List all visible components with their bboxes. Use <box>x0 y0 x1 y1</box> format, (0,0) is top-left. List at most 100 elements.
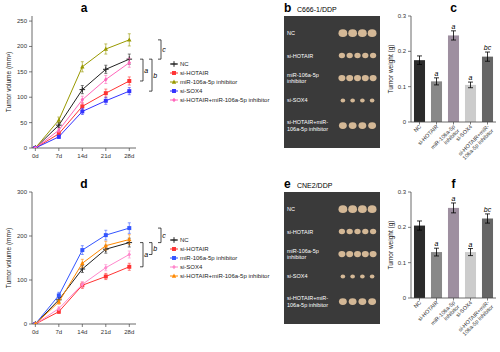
x-tick-label: 7d <box>55 153 62 159</box>
tumor <box>339 122 347 129</box>
error-bar <box>451 31 456 40</box>
legend-label: si-HOTAIR+miR-106a-5p inhibitor <box>180 273 269 279</box>
x-tick-label: 21d <box>101 329 111 335</box>
error-bar <box>81 62 84 72</box>
tumor <box>362 75 369 81</box>
error-bar <box>104 230 107 240</box>
x-tick-label: 14d <box>77 329 87 335</box>
plot-area <box>414 203 493 298</box>
tumor <box>354 229 360 234</box>
marker <box>80 104 84 108</box>
bar <box>414 60 425 122</box>
error-cap <box>451 30 456 31</box>
error-cap <box>128 222 131 223</box>
error-bar <box>104 89 107 97</box>
error-bar <box>128 34 131 46</box>
bracket-arm <box>158 228 161 229</box>
x-tick <box>58 324 59 327</box>
marker <box>104 265 108 269</box>
marker <box>104 47 108 51</box>
error-stem <box>436 78 437 85</box>
panel-title: c <box>450 1 457 15</box>
error-bar <box>417 56 422 64</box>
error-cap <box>417 55 422 56</box>
legend-label: si-SOX4 <box>180 88 203 94</box>
bracket-arm <box>158 59 161 60</box>
error-bar <box>57 292 60 298</box>
y-tick-label: 0.3 <box>398 13 407 19</box>
photo-panel: eCNE2/DDPNCsi-HOTAIRmiR-106a-5pinhibitor… <box>284 177 380 324</box>
error-cap <box>104 253 107 254</box>
y-tick <box>408 192 411 193</box>
y-tick <box>29 21 32 22</box>
bracket-arm <box>149 242 152 243</box>
label-line: si-HOTAIR+miR- <box>287 295 328 301</box>
x-tick <box>487 122 488 125</box>
bar-annotation: a <box>469 241 473 248</box>
error-stem <box>58 123 59 128</box>
error-cap <box>128 234 131 235</box>
y-tick <box>29 280 32 281</box>
tumor <box>368 205 377 213</box>
bracket-arm <box>149 59 152 60</box>
x-tick-label: NC <box>412 299 422 309</box>
marker <box>81 282 85 286</box>
error-cap <box>128 263 131 264</box>
marker <box>104 99 108 103</box>
error-cap <box>104 264 107 265</box>
x-tick <box>470 122 471 125</box>
marker <box>57 135 61 139</box>
bracket: b <box>149 243 157 255</box>
error-bar <box>128 263 131 270</box>
tumor <box>354 75 361 81</box>
marker <box>127 237 131 241</box>
y-axis-label: Tumor volume (mm³) <box>5 52 13 112</box>
bracket: c <box>158 228 166 243</box>
tumor <box>339 53 345 58</box>
legend-label: si-SOX4 <box>180 264 203 270</box>
error-cap <box>104 239 107 240</box>
error-stem <box>487 214 488 223</box>
label-line: NC <box>287 206 295 212</box>
bracket-label: c <box>162 232 166 239</box>
error-cap <box>104 83 107 84</box>
error-cap <box>81 259 84 260</box>
error-cap <box>468 82 473 83</box>
y-tick <box>408 51 411 52</box>
error-stem <box>419 221 420 230</box>
y-tick-label: 0 <box>403 295 407 301</box>
label-line: si-SOX4 <box>287 273 307 279</box>
legend-label: si-HOTAIR+miR-106a-5p inhibitor <box>180 97 269 103</box>
tumor <box>354 251 361 257</box>
bar <box>431 252 442 298</box>
error-cap <box>128 244 131 245</box>
legend-label: si-HOTAIR <box>180 246 209 252</box>
tumor <box>338 205 347 213</box>
y-axis-line <box>32 192 33 324</box>
error-cap <box>451 202 456 203</box>
legend-marker <box>172 98 176 102</box>
x-tick-label: si-HOTAIR+miR-106a-5p inhibitor <box>457 299 495 337</box>
tumor <box>341 98 346 102</box>
error-cap <box>104 54 107 55</box>
bar <box>448 35 459 122</box>
error-cap <box>434 255 439 256</box>
bar <box>465 252 476 298</box>
error-bar <box>468 249 473 256</box>
label-line: 106a-5p inhibitor <box>461 304 494 337</box>
y-tick <box>408 262 411 263</box>
error-cap <box>485 61 490 62</box>
bar-annotation: a <box>469 74 473 81</box>
y-tick <box>408 298 411 299</box>
x-tick <box>82 324 83 327</box>
error-bar <box>128 235 131 245</box>
y-tick <box>29 122 32 123</box>
photo-background <box>284 16 380 148</box>
x-tick <box>470 298 471 301</box>
marker-part <box>174 61 175 67</box>
error-bar <box>81 282 84 287</box>
error-cap <box>104 89 107 90</box>
tumor <box>368 29 377 37</box>
x-tick <box>487 298 488 301</box>
label-line: si-HOTAIR <box>287 53 313 59</box>
